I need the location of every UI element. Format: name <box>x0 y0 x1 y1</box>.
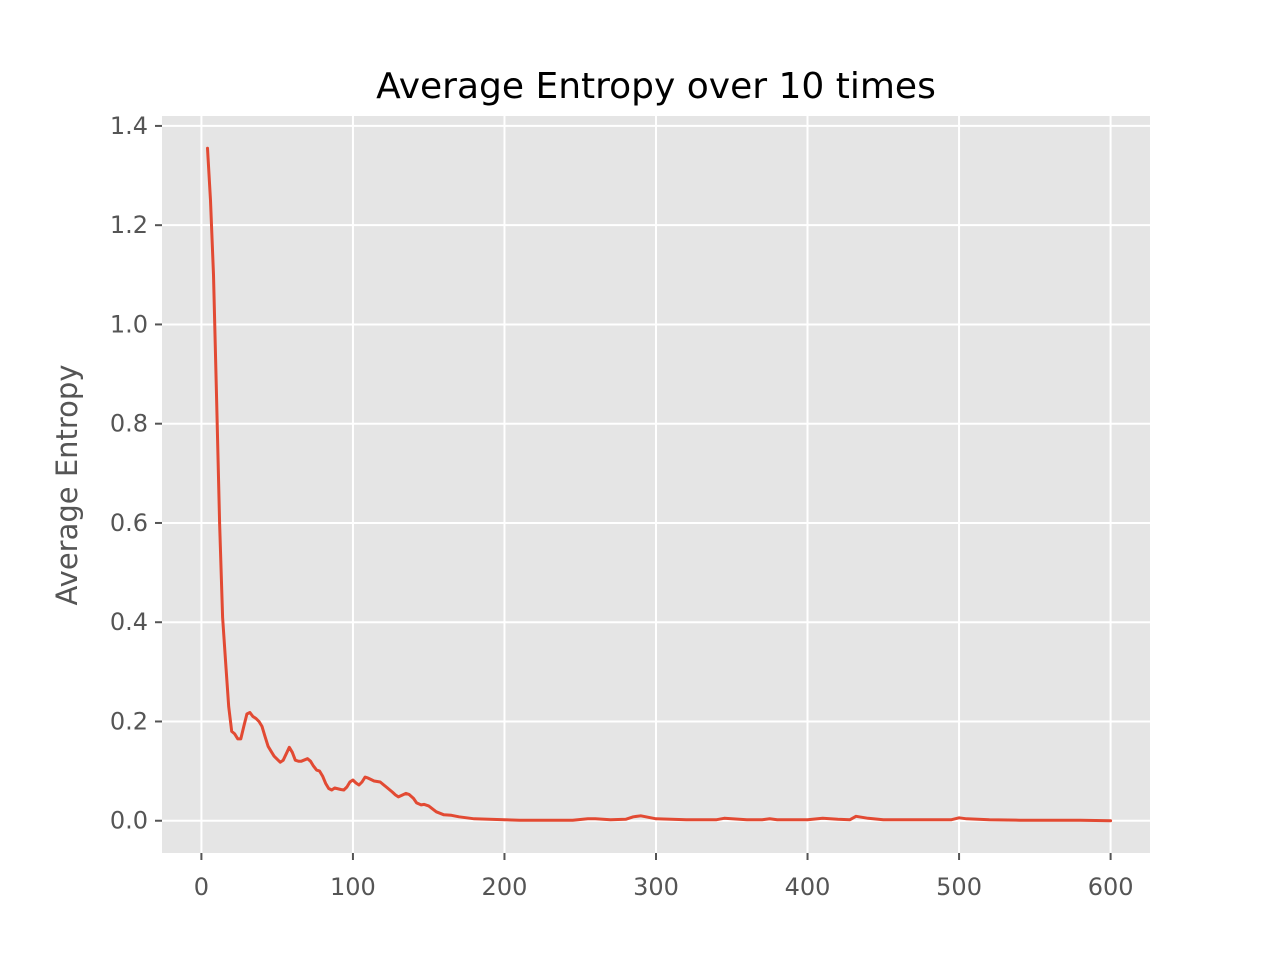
y-tick-label: 1.0 <box>110 310 148 338</box>
y-tick-label: 0.6 <box>110 509 148 537</box>
y-tick-label: 1.2 <box>110 211 148 239</box>
x-tick-label: 400 <box>785 873 831 901</box>
y-tick-label: 0.4 <box>110 608 148 636</box>
x-tick-label: 200 <box>482 873 528 901</box>
y-tick-label: 0.8 <box>110 410 148 438</box>
x-tick-label: 100 <box>330 873 376 901</box>
x-tick-label: 600 <box>1088 873 1134 901</box>
y-tick-label: 0.2 <box>110 707 148 735</box>
chart-title: Average Entropy over 10 times <box>376 66 936 107</box>
x-axis: 0 100 200 300 400 500 600 <box>194 853 1134 901</box>
x-tick-label: 300 <box>633 873 679 901</box>
entropy-series-line <box>206 146 1113 823</box>
y-tick-label: 0.0 <box>110 807 148 835</box>
series-layer <box>206 146 1113 823</box>
x-tick-label: 500 <box>936 873 982 901</box>
y-axis-label: Average Entropy <box>50 365 84 606</box>
y-tick-label: 1.4 <box>110 112 148 140</box>
y-axis: 0.0 0.2 0.4 0.6 0.8 1.0 1.2 1.4 <box>110 112 162 835</box>
x-tick-label: 0 <box>194 873 209 901</box>
